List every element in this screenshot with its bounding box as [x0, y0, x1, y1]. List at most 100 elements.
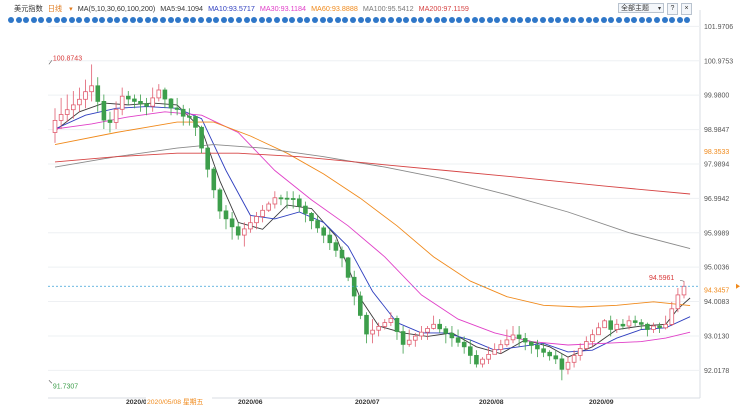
event-dot[interactable]: [365, 17, 372, 23]
event-dot[interactable]: [585, 17, 592, 23]
candle-body: [431, 323, 436, 329]
event-dot[interactable]: [661, 17, 668, 23]
candles: [52, 64, 687, 381]
event-dot[interactable]: [684, 17, 691, 23]
event-dot[interactable]: [61, 17, 68, 23]
event-dot[interactable]: [426, 17, 432, 23]
event-dot[interactable]: [646, 17, 653, 23]
event-dot[interactable]: [205, 17, 212, 23]
event-dot[interactable]: [46, 17, 52, 23]
event-dot[interactable]: [327, 17, 334, 23]
event-dot[interactable]: [144, 17, 151, 23]
event-dot[interactable]: [616, 17, 622, 23]
event-dot[interactable]: [106, 17, 113, 23]
event-dot[interactable]: [8, 17, 14, 23]
event-dot[interactable]: [471, 17, 478, 23]
event-dot[interactable]: [334, 17, 341, 23]
event-dot[interactable]: [608, 17, 615, 23]
event-dot[interactable]: [654, 17, 660, 23]
event-dot[interactable]: [68, 17, 75, 23]
event-dot[interactable]: [160, 17, 166, 23]
event-dot[interactable]: [220, 17, 227, 23]
theme-select[interactable]: 全部主题 ▾: [618, 3, 664, 13]
event-dot[interactable]: [251, 17, 258, 23]
event-dot[interactable]: [258, 17, 265, 23]
event-dot[interactable]: [669, 17, 676, 23]
event-dot[interactable]: [236, 17, 242, 23]
event-dot[interactable]: [441, 17, 448, 23]
event-dot[interactable]: [190, 17, 197, 23]
event-dot[interactable]: [600, 17, 607, 23]
event-dot[interactable]: [319, 17, 326, 23]
event-dot[interactable]: [312, 17, 318, 23]
event-dot[interactable]: [23, 17, 30, 23]
event-dot[interactable]: [418, 17, 425, 23]
event-dot[interactable]: [638, 17, 645, 23]
event-dot[interactable]: [213, 17, 220, 23]
event-dot[interactable]: [304, 17, 311, 23]
event-dot[interactable]: [182, 17, 189, 23]
y-tick-label: 93.0130: [704, 333, 729, 340]
event-dot[interactable]: [524, 17, 531, 23]
event-dot[interactable]: [274, 17, 280, 23]
event-dot[interactable]: [91, 17, 98, 23]
event-dot[interactable]: [76, 17, 83, 23]
event-dot[interactable]: [517, 17, 524, 23]
event-dot[interactable]: [494, 17, 501, 23]
event-dot[interactable]: [448, 17, 455, 23]
event-dot[interactable]: [228, 17, 235, 23]
event-dot[interactable]: [99, 17, 106, 23]
event-dot[interactable]: [532, 17, 539, 23]
event-dot[interactable]: [388, 17, 394, 23]
event-dot[interactable]: [38, 17, 45, 23]
event-dot[interactable]: [433, 17, 440, 23]
event-dot[interactable]: [479, 17, 486, 23]
event-dot[interactable]: [547, 17, 554, 23]
event-dot[interactable]: [456, 17, 463, 23]
event-dot[interactable]: [593, 17, 600, 23]
event-dot[interactable]: [198, 17, 204, 23]
event-dot[interactable]: [296, 17, 303, 23]
event-dot[interactable]: [122, 17, 128, 23]
event-dot[interactable]: [53, 17, 60, 23]
event-dot[interactable]: [372, 17, 379, 23]
event-dot[interactable]: [137, 17, 144, 23]
event-dot[interactable]: [167, 17, 174, 23]
close-button[interactable]: ×: [681, 3, 692, 15]
event-dot[interactable]: [464, 17, 470, 23]
event-dot[interactable]: [395, 17, 402, 23]
event-dot[interactable]: [380, 17, 387, 23]
indicator-legend: 美元指数 日线 ▾ MA(5,10,30,60,100,200) MA5:94.109…: [14, 4, 474, 14]
event-dot[interactable]: [350, 17, 356, 23]
event-dot[interactable]: [540, 17, 546, 23]
event-dot[interactable]: [555, 17, 562, 23]
event-dot[interactable]: [578, 17, 584, 23]
candle-body: [675, 294, 681, 310]
event-dot[interactable]: [152, 17, 159, 23]
event-dot[interactable]: [175, 17, 182, 23]
event-dot[interactable]: [281, 17, 288, 23]
event-dot[interactable]: [357, 17, 364, 23]
event-dot[interactable]: [266, 17, 273, 23]
event-dot[interactable]: [289, 17, 296, 23]
help-button[interactable]: ?: [667, 3, 678, 15]
event-dot[interactable]: [562, 17, 569, 23]
event-dot[interactable]: [129, 17, 136, 23]
event-dot[interactable]: [509, 17, 516, 23]
event-dot[interactable]: [84, 17, 90, 23]
event-dot[interactable]: [410, 17, 417, 23]
event-dot[interactable]: [631, 17, 638, 23]
event-dot[interactable]: [502, 17, 508, 23]
event-dot[interactable]: [570, 17, 577, 23]
event-dot[interactable]: [342, 17, 349, 23]
event-dot[interactable]: [243, 17, 250, 23]
event-dot[interactable]: [15, 17, 22, 23]
period-label[interactable]: 日线 ▾: [47, 4, 73, 13]
event-dot[interactable]: [30, 17, 37, 23]
event-dot[interactable]: [486, 17, 493, 23]
event-dot[interactable]: [114, 17, 121, 23]
event-dot[interactable]: [403, 17, 410, 23]
event-dot[interactable]: [623, 17, 630, 23]
event-dot[interactable]: [676, 17, 683, 23]
